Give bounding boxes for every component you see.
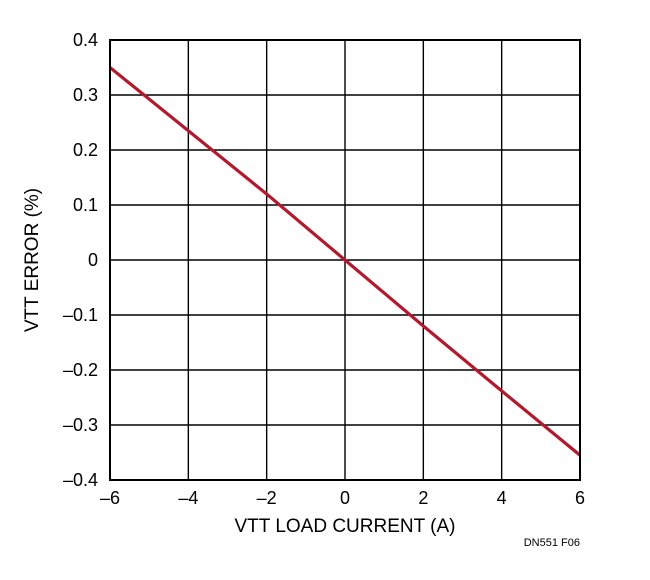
- y-tick-label: –0.2: [63, 360, 98, 380]
- x-tick-label: 2: [418, 488, 428, 508]
- y-axis-label: VTT ERROR (%): [22, 188, 43, 332]
- x-tick-label: –2: [257, 488, 277, 508]
- x-tick-label: 4: [497, 488, 507, 508]
- y-tick-labels: –0.4 –0.3 –0.2 –0.1 0 0.1 0.2 0.3 0.4: [63, 30, 98, 490]
- y-tick-label: 0: [88, 250, 98, 270]
- figure-id-label: DN551 F06: [524, 537, 580, 549]
- y-tick-label: 0.1: [73, 195, 98, 215]
- y-tick-label: –0.3: [63, 415, 98, 435]
- x-tick-label: 6: [575, 488, 585, 508]
- y-tick-label: 0.4: [73, 30, 98, 50]
- x-tick-label: 0: [340, 488, 350, 508]
- line-chart: –6 –4 –2 0 2 4 6 –0.4 –0.3 –0.2 –0.1 0 0.1 0.2 0.3 0.4…: [0, 0, 650, 580]
- x-tick-label: –6: [100, 488, 120, 508]
- y-tick-label: 0.2: [73, 140, 98, 160]
- x-tick-label: –4: [178, 488, 198, 508]
- chart-container: –6 –4 –2 0 2 4 6 –0.4 –0.3 –0.2 –0.1 0 0.1 0.2 0.3 0.4…: [0, 0, 650, 580]
- y-tick-label: –0.4: [63, 470, 98, 490]
- y-tick-label: 0.3: [73, 85, 98, 105]
- x-tick-labels: –6 –4 –2 0 2 4 6: [100, 488, 585, 508]
- y-tick-label: –0.1: [63, 305, 98, 325]
- x-axis-label: VTT LOAD CURRENT (A): [235, 516, 456, 537]
